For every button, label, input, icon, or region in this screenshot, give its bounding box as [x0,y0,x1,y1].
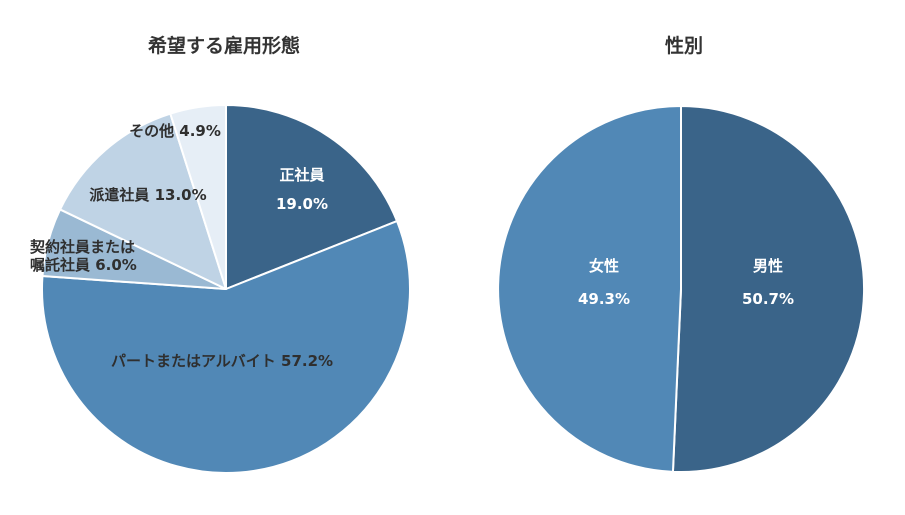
pie-gender: 男性 50.7% 女性 49.3% [497,105,866,473]
pie0-slice-2-label-1: 嘱託社員 6.0% [30,256,137,274]
chart-title-employment: 希望する雇用形態 [148,34,300,57]
pie0-slice-0-label-1: 19.0% [276,195,328,213]
pie0-slice-1-label-0: パートまたはアルバイト 57.2% [111,352,333,370]
pie1-slice-1-label-0: 女性 [589,257,619,275]
pie1-slice-0 [671,105,866,473]
pie0-slice-0 [225,104,398,290]
pie1-slice-1 [497,105,682,473]
pie0-slice-4-label-0: その他 4.9% [129,122,221,140]
pie0-slice-4 [169,104,227,290]
pie0-slice-3-label-0: 派遣社員 13.0% [89,186,206,204]
pie0-slice-1 [41,220,411,474]
pie1-slice-0-label-1: 50.7% [742,290,794,308]
pie0-slice-3 [59,112,227,290]
pie1-slice-1-label-1: 49.3% [578,290,630,308]
pie1-slice-0-label-0: 男性 [753,257,783,275]
chart-title-gender: 性別 [665,34,703,57]
pie0-slice-2-label-0: 契約社員または [29,238,135,256]
pie0-slice-0-label-0: 正社員 [279,166,324,184]
